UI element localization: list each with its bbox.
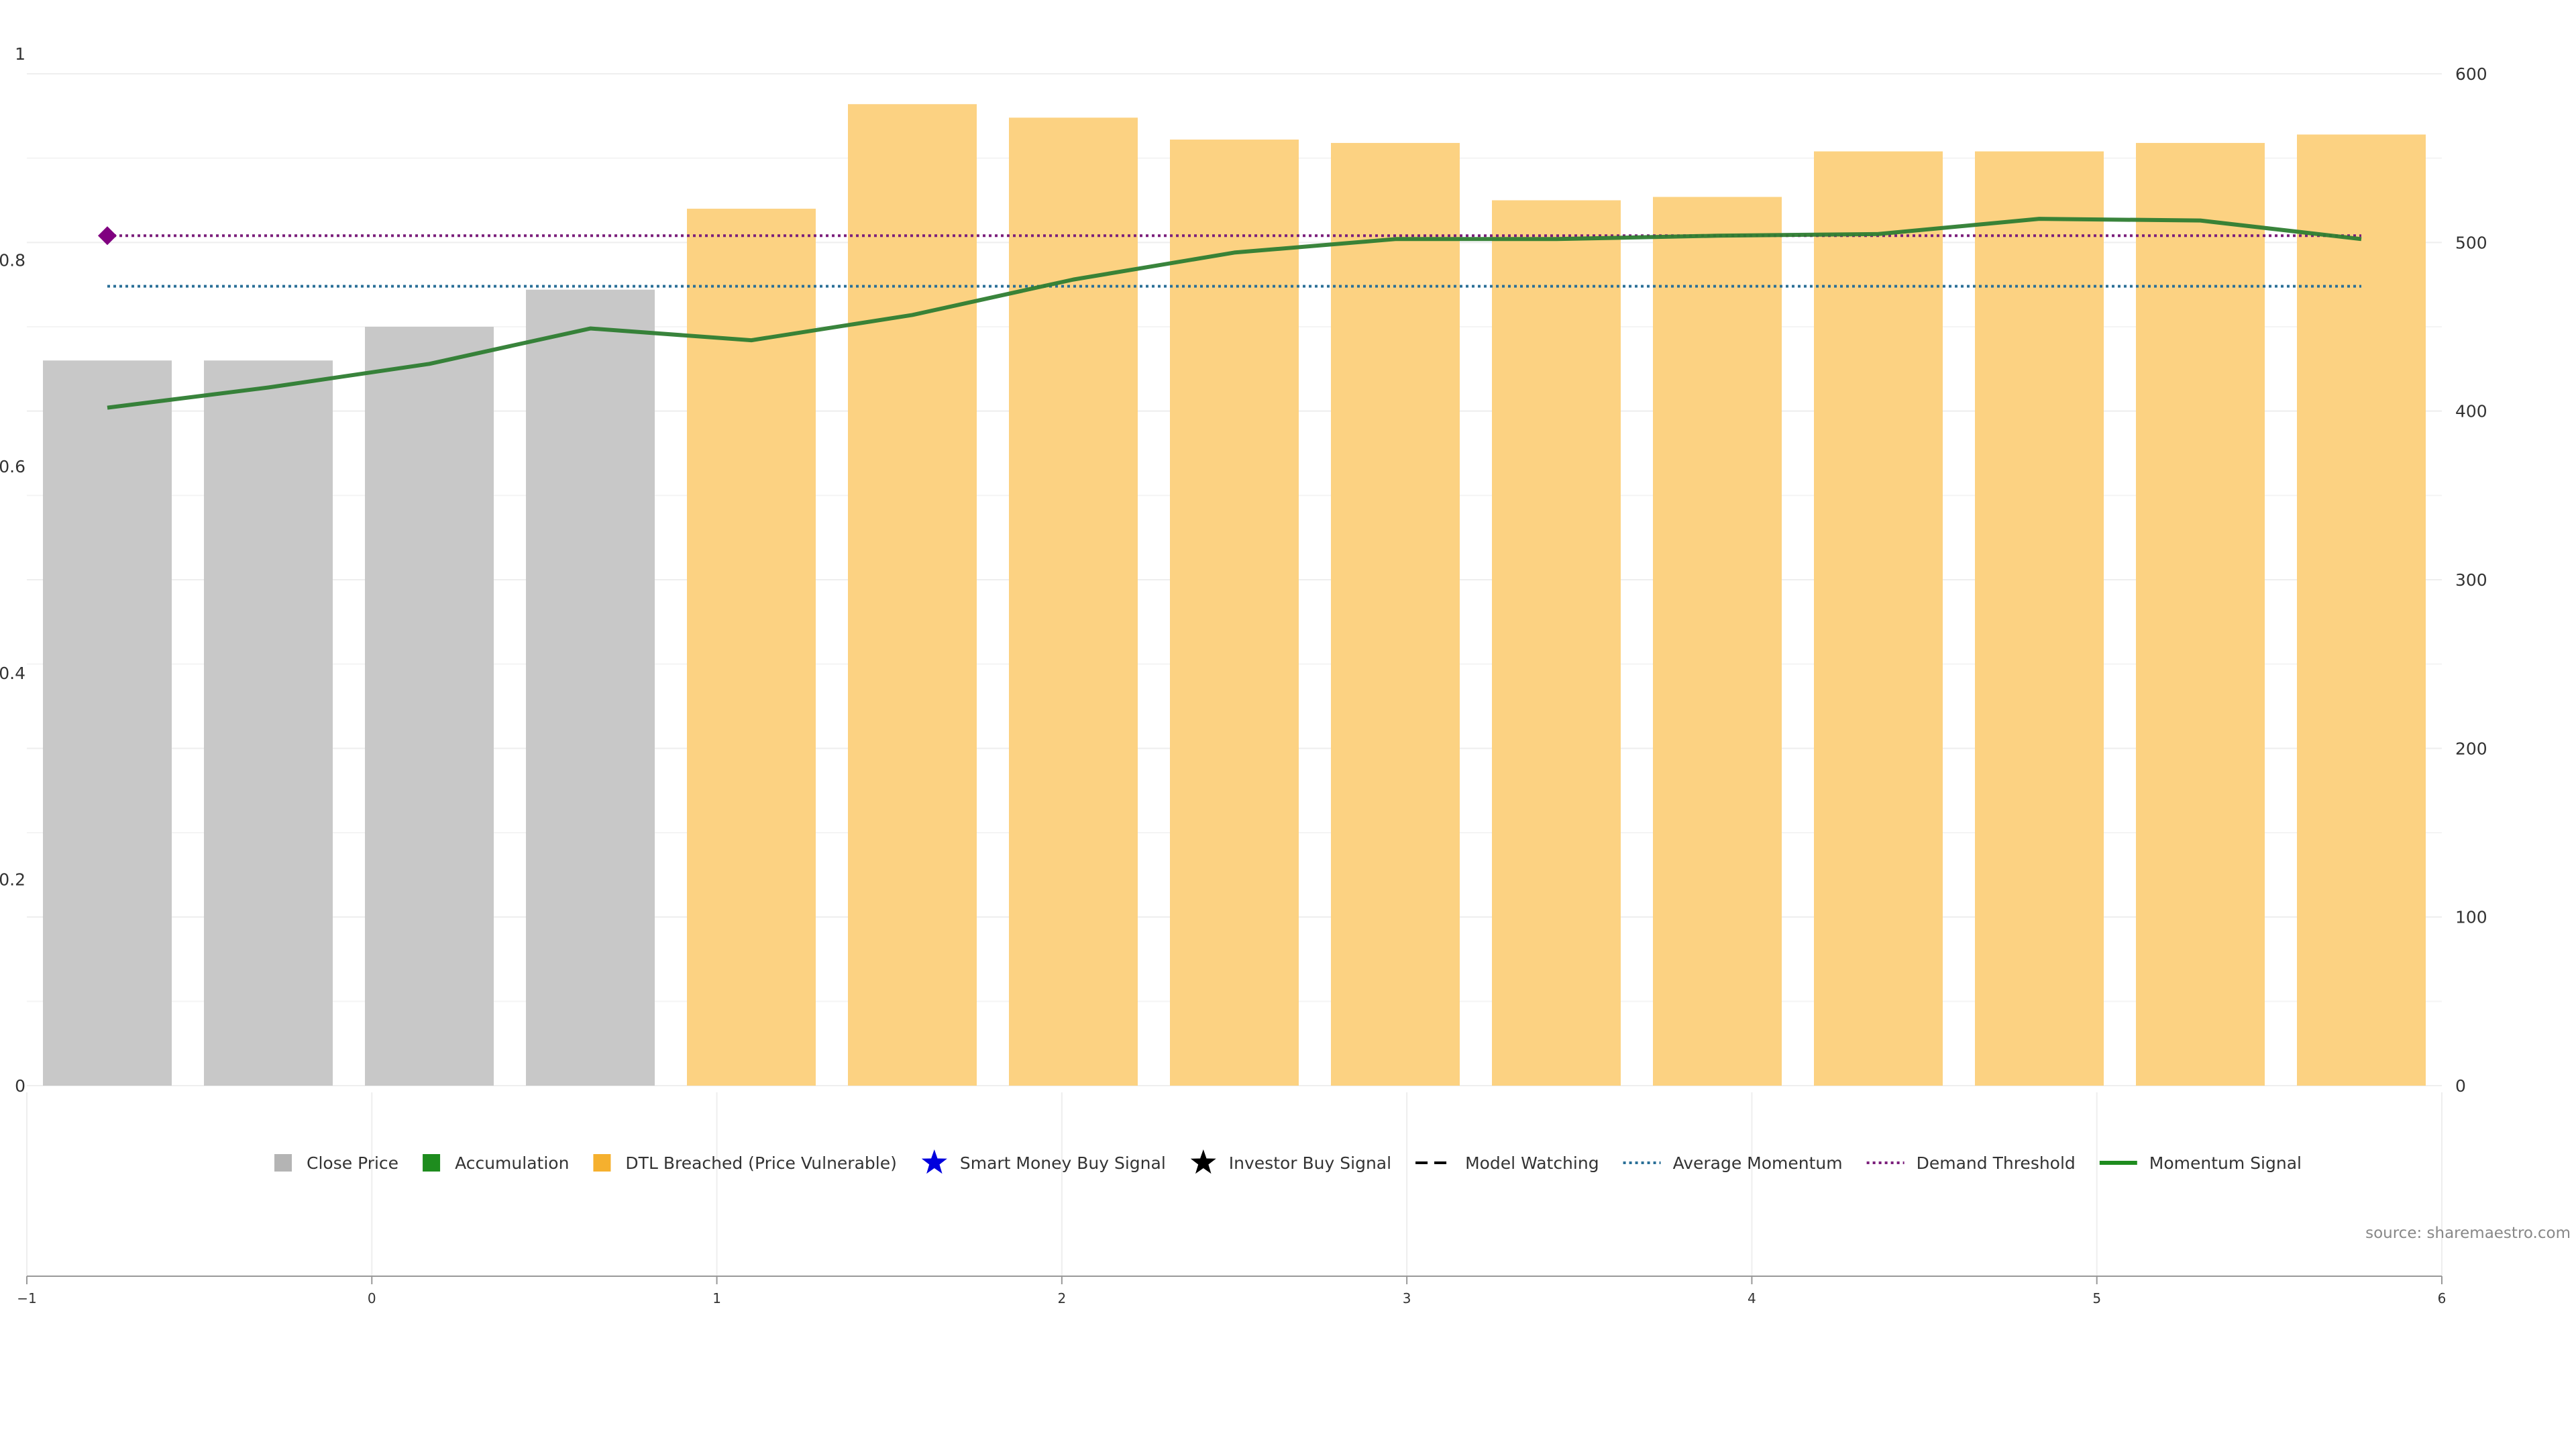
legend-label: Smart Money Buy Signal	[960, 1153, 1166, 1173]
dtl-breached-price-vulnerable--bar	[1331, 143, 1460, 1086]
dtl-breached-price-vulnerable--bar	[1653, 197, 1782, 1086]
dtl-breached-price-vulnerable--bar	[1492, 200, 1621, 1086]
left-axis-tick-label: 0.8	[0, 251, 25, 270]
legend-item: DTL Breached (Price Vulnerable)	[593, 1153, 897, 1173]
legend-star-icon	[1190, 1149, 1216, 1174]
right-axis-tick-label: 300	[2455, 570, 2487, 590]
right-axis-tick-label: 200	[2455, 739, 2487, 758]
legend-swatch	[274, 1154, 292, 1172]
momentum-signal-line	[107, 217, 2362, 410]
close-price-bar	[43, 360, 172, 1086]
legend-item: Momentum Signal	[2099, 1153, 2302, 1173]
demand-diamond-marker	[98, 226, 117, 246]
right-axis-tick-label: 400	[2455, 402, 2487, 421]
dtl-breached-price-vulnerable--bar	[687, 209, 816, 1086]
legend-label: Model Watching	[1465, 1153, 1599, 1173]
legend-item: Average Momentum	[1623, 1153, 1843, 1173]
right-axis-tick-label: 500	[2455, 233, 2487, 252]
source-note: source: sharemaestro.com	[2365, 1225, 2571, 1242]
legend-item: Smart Money Buy Signal	[921, 1149, 1166, 1174]
legend-label: Accumulation	[455, 1153, 569, 1173]
legend-item: Model Watching	[1415, 1153, 1599, 1173]
legend-item: Accumulation	[423, 1153, 569, 1173]
legend-label: Demand Threshold	[1917, 1153, 2076, 1173]
legend: Close Price Accumulation DTL Breached (Pri…	[274, 1149, 2302, 1174]
dtl-breached-price-vulnerable--bar	[1009, 117, 1138, 1086]
bottom-axis-tick-label: 2	[1057, 1290, 1066, 1306]
close-price-bar	[365, 327, 494, 1086]
legend-label: Momentum Signal	[2149, 1153, 2302, 1173]
bottom-axis-tick-label: 5	[2092, 1290, 2101, 1306]
left-axis-tick-label: 1	[15, 44, 25, 64]
dtl-breached-price-vulnerable--bar	[848, 104, 977, 1086]
bottom-axis-tick-label: −1	[17, 1290, 36, 1306]
left-axis-tick-label: 0.2	[0, 870, 25, 889]
bottom-axis-tick-label: 0	[368, 1290, 376, 1306]
close-price-bar	[204, 360, 333, 1086]
bottom-axis-tick-label: 1	[712, 1290, 721, 1306]
right-axis-tick-label: 100	[2455, 908, 2487, 927]
legend-item: Investor Buy Signal	[1190, 1149, 1391, 1174]
axis-layer: 0 0.2 0.4 0.6 0.8 1 0 100 200 300 400 500 600 −1 0 1 2 3 4…	[0, 44, 2487, 1306]
legend-item: Demand Threshold	[1866, 1153, 2076, 1173]
dtl-breached-price-vulnerable--bar	[1170, 140, 1299, 1086]
dtl-breached-price-vulnerable--bar	[1975, 151, 2104, 1086]
left-axis-tick-label: 0	[15, 1076, 25, 1096]
legend-label: Investor Buy Signal	[1229, 1153, 1391, 1173]
legend-label: Average Momentum	[1673, 1153, 1843, 1173]
legend-star-icon	[921, 1149, 947, 1174]
bottom-axis-tick-label: 4	[1748, 1290, 1756, 1306]
legend-swatch	[593, 1154, 611, 1172]
dtl-breached-price-vulnerable--bar	[2136, 143, 2265, 1086]
legend-item: Close Price	[274, 1153, 398, 1173]
dtl-breached-price-vulnerable--bar	[1814, 151, 1943, 1086]
left-axis-tick-label: 0.4	[0, 664, 25, 683]
legend-label: DTL Breached (Price Vulnerable)	[625, 1153, 896, 1173]
bar-layer	[43, 104, 2426, 1086]
left-axis-tick-label: 0.6	[0, 457, 25, 476]
right-axis-tick-label: 0	[2455, 1076, 2466, 1096]
legend-label: Close Price	[307, 1153, 398, 1173]
close-price-bar	[526, 289, 655, 1086]
bottom-axis-tick-label: 3	[1403, 1290, 1411, 1306]
line-layer	[98, 217, 2362, 410]
right-axis-tick-label: 600	[2455, 64, 2487, 84]
legend-swatch	[423, 1154, 441, 1172]
dtl-breached-price-vulnerable--bar	[2297, 134, 2426, 1086]
bottom-axis-tick-label: 6	[2438, 1290, 2447, 1306]
